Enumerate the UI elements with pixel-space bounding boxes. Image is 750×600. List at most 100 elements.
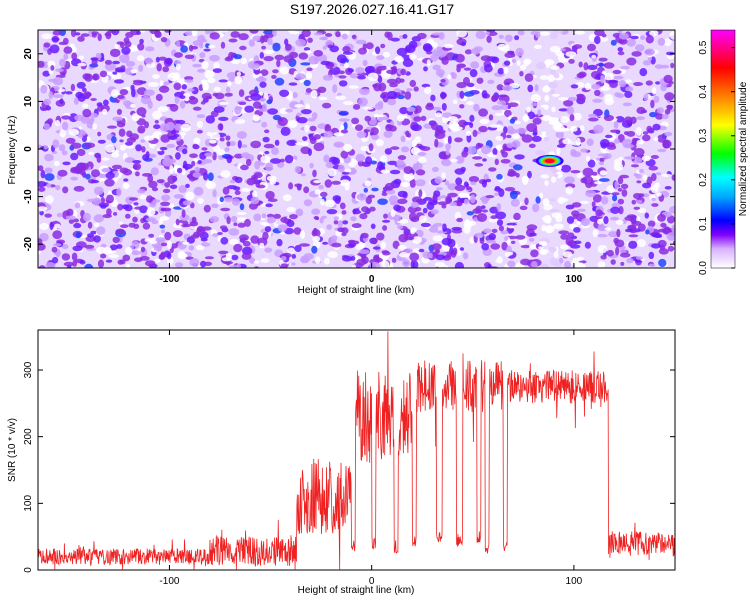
spectrogram-speckle [285,43,292,51]
spectrogram-speckle [299,243,310,247]
spectrogram-speckle [341,255,353,262]
spectrogram-speckle [93,214,105,223]
spectrogram-speckle [576,172,583,179]
spectrogram-speckle [474,232,484,238]
spectrogram-speckle [317,123,328,129]
spectrogram-speckle [651,203,659,207]
spectrogram-speckle [153,245,162,252]
spectrogram-speckle [618,80,627,88]
spectrogram-speckle [481,243,490,251]
spectrogram-speckle [626,130,636,137]
spectrogram-speckle [657,37,666,46]
spectrogram-speckle [368,143,374,152]
spectrogram-speckle [361,256,369,264]
spectrogram-speckle [599,157,605,163]
spectrogram-speckle [359,249,370,255]
spectrogram-speckle [40,170,46,179]
spectrogram-speckle [313,142,325,152]
spectrogram-speckle [309,162,314,169]
spectrogram-speckle [352,264,357,268]
spectrogram-speckle [128,197,139,201]
spectrogram-speckle [83,91,92,98]
spectrogram-speckle [419,215,427,223]
spectrogram-speckle [630,35,639,40]
spectrogram-speckle [573,112,582,121]
spectrogram-speckle [173,230,183,238]
spectrogram-speckle [491,56,500,64]
spectrogram-speckle [626,39,636,47]
spectrogram-speckle [551,106,556,113]
spectrogram-speckle [146,195,154,203]
spectrogram-speckle [279,66,290,75]
spectrogram-speckle [160,201,171,207]
spectrogram-speckle [112,236,120,244]
spectrogram-speckle [77,62,87,67]
spectrogram-speckle [532,117,542,125]
spectrogram-speckle [144,89,155,96]
spectrogram-speckle [39,222,49,231]
spectrogram-speckle [159,146,168,151]
spectrogram-speckle [105,144,115,153]
spectrogram-speckle [265,162,273,172]
spectrogram-speckle [599,139,610,148]
spectrogram-speckle [99,178,106,182]
spectrogram-speckle [531,135,542,142]
spectrogram-speckle [504,109,512,118]
spectrogram-speckle [349,73,360,79]
spectrogram-speckle [156,179,165,184]
spectrogram-speckle [376,66,387,71]
spectrogram-speckle [620,65,630,70]
spectrogram-speckle [639,169,644,174]
spectrogram-speckle [307,148,312,156]
spectrogram-speckle [159,224,166,229]
spectrogram-speckle [445,195,452,205]
spectrogram-speckle [93,186,104,196]
spectrogram-speckle [73,222,82,229]
spectrogram-speckle [192,106,202,111]
spectrogram-speckle [500,149,505,154]
spectrogram-speckle [148,233,155,238]
spectrogram-speckle [262,223,270,227]
spectrogram-speckle [208,139,217,144]
spectrogram-speckle [231,215,238,223]
spectrogram-speckle [382,225,388,231]
spectrogram-speckle [527,84,534,93]
spectrogram-speckle [647,57,653,61]
spectrogram-speckle [479,118,490,125]
spectrogram-speckle [320,198,325,206]
spectrogram-speckle [175,262,184,268]
spectrogram-speckle [405,130,410,138]
spectrogram-speckle [115,69,126,73]
spectrogram-speckle [45,195,54,204]
spectrogram-speckle [603,216,609,225]
spectrogram-speckle [228,140,236,147]
spectrogram-speckle [468,176,480,183]
spectrogram-speckle [313,134,321,140]
spectrogram-speckle [107,125,117,129]
spectrogram-speckle [303,47,311,51]
spectrogram-xlabel: Height of straight line (km) [298,285,415,296]
spectrogram-speckle [197,160,202,164]
spectrogram-speckle [562,251,573,258]
spectrogram-speckle [526,224,538,231]
spectrogram-speckle [164,231,172,241]
spectrogram-speckle [234,190,241,195]
spectrogram-speckle [319,191,328,197]
spectrogram-speckle [504,236,509,242]
spectrogram-speckle [181,84,187,90]
spectrogram-speckle [567,232,575,238]
spectrogram-speckle [318,185,324,190]
spectrogram-speckle [661,113,669,120]
spectrogram-speckle [154,258,161,263]
spectrogram-speckle [142,173,153,177]
spectrogram-speckle [515,47,524,57]
spectrogram-speckle [344,168,352,173]
spectrogram-speckle [522,115,530,122]
spectrogram-speckle [319,217,324,224]
spectrogram-speckle [615,219,624,225]
spectrogram-speckle [129,103,136,108]
spectrogram-speckle [335,95,347,100]
spectrogram-speckle [604,97,615,106]
spectrogram-speckle [586,155,591,162]
spectrogram-speckle [264,129,270,134]
